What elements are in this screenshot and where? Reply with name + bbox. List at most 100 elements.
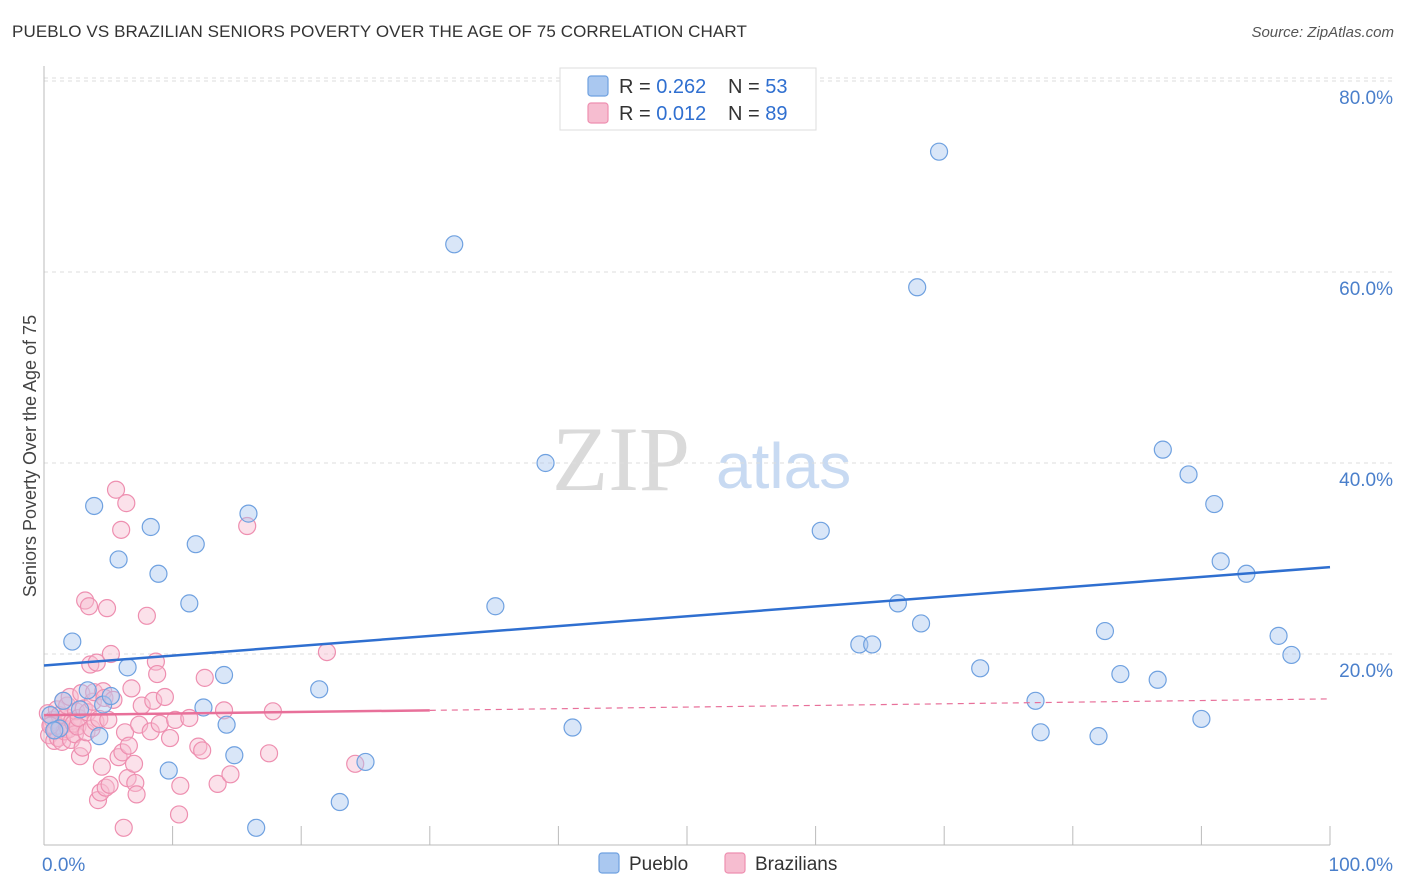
legend-brazilians-r-label: R = bbox=[619, 103, 656, 125]
brazilians-point bbox=[144, 691, 163, 710]
brazilians-point bbox=[137, 606, 156, 625]
brazilians-point bbox=[81, 655, 100, 674]
brazilians-trend-extension bbox=[429, 698, 1331, 711]
brazilians-point bbox=[171, 776, 190, 795]
brazilians-point bbox=[95, 688, 114, 708]
pueblo-point bbox=[1095, 621, 1115, 641]
bottom-legend-brazilians: Brazilians bbox=[755, 854, 837, 875]
bottom-legend-pueblo: Pueblo bbox=[629, 854, 688, 875]
brazilians-point bbox=[130, 715, 149, 734]
brazilians-point bbox=[221, 765, 240, 784]
trend-lines bbox=[43, 565, 1331, 717]
pueblo-point bbox=[247, 818, 266, 837]
svg-text:N = 89: N = 89 bbox=[728, 103, 788, 125]
brazilians-point bbox=[112, 520, 131, 539]
y-tick-label: 60.0% bbox=[1339, 279, 1393, 300]
brazilians-point bbox=[114, 818, 133, 837]
svg-text:R = 0.262: R = 0.262 bbox=[619, 76, 706, 98]
legend-swatch-pueblo bbox=[587, 75, 609, 97]
brazilians-point bbox=[92, 757, 111, 776]
pueblo-point bbox=[971, 659, 990, 678]
brazilians-point bbox=[117, 494, 136, 513]
brazilians-point bbox=[113, 743, 132, 762]
brazilians-points bbox=[38, 480, 365, 837]
brazilians-point bbox=[155, 687, 174, 707]
pueblo-point bbox=[1205, 494, 1224, 514]
pueblo-point bbox=[929, 142, 949, 161]
pueblo-point bbox=[1282, 645, 1301, 665]
pueblo-point bbox=[239, 504, 258, 523]
pueblo-point bbox=[54, 691, 73, 710]
x-tick-label-min: 0.0% bbox=[42, 855, 85, 876]
brazilians-trend-line bbox=[43, 709, 430, 717]
brazilians-point bbox=[79, 597, 99, 616]
brazilians-point bbox=[124, 754, 144, 773]
legend-pueblo-n-value: 53 bbox=[765, 76, 787, 98]
gridlines bbox=[44, 77, 1392, 655]
correlation-legend: R = 0.262 N = 53 R = 0.012 N = 89 bbox=[559, 67, 817, 131]
pueblo-point bbox=[563, 718, 582, 737]
pueblo-point bbox=[850, 635, 869, 654]
y-axis-label: Seniors Poverty Over the Age of 75 bbox=[20, 315, 40, 597]
series-legend: Pueblo Brazilians bbox=[598, 852, 837, 875]
pueblo-point bbox=[180, 594, 199, 613]
brazilians-point bbox=[101, 644, 120, 664]
pueblo-point bbox=[863, 635, 882, 654]
legend-pueblo-r-value: 0.262 bbox=[656, 76, 706, 98]
pueblo-point bbox=[101, 686, 120, 706]
pueblo-point bbox=[90, 727, 109, 746]
pueblo-point bbox=[141, 517, 160, 537]
brazilians-point bbox=[150, 714, 169, 733]
chart-title: PUEBLO VS BRAZILIAN SENIORS POVERTY OVER… bbox=[12, 22, 747, 41]
bottom-legend-swatch-brazilians bbox=[724, 852, 746, 874]
legend-brazilians-n-value: 89 bbox=[765, 103, 787, 125]
brazilians-point bbox=[122, 679, 141, 698]
pueblo-point bbox=[85, 496, 104, 516]
brazilians-point bbox=[160, 728, 180, 748]
pueblo-point bbox=[118, 658, 137, 677]
brazilians-point bbox=[115, 723, 135, 742]
pueblo-point bbox=[1269, 626, 1288, 645]
pueblo-point bbox=[109, 550, 128, 569]
pueblo-point bbox=[194, 698, 213, 717]
brazilians-point bbox=[127, 785, 146, 804]
pueblo-point bbox=[217, 715, 236, 734]
pueblo-point bbox=[1031, 723, 1050, 742]
pueblo-point bbox=[811, 521, 830, 540]
pueblo-point bbox=[63, 632, 82, 651]
pueblo-point bbox=[445, 235, 464, 254]
legend-swatch-brazilians bbox=[587, 102, 609, 124]
brazilians-point bbox=[148, 664, 167, 684]
legend-brazilians-r-value: 0.012 bbox=[656, 103, 706, 125]
bottom-legend-swatch-pueblo bbox=[598, 852, 620, 874]
brazilians-point bbox=[100, 775, 119, 794]
pueblo-point bbox=[536, 453, 555, 473]
pueblo-point bbox=[888, 594, 908, 613]
pueblo-point bbox=[486, 597, 505, 616]
pueblo-point bbox=[330, 792, 349, 812]
source-credit: Source: ZipAtlas.com bbox=[1251, 24, 1394, 41]
brazilians-point bbox=[106, 480, 126, 499]
pueblo-point bbox=[225, 746, 244, 765]
pueblo-point bbox=[1148, 670, 1167, 689]
brazilians-point bbox=[169, 805, 189, 824]
brazilians-point bbox=[317, 642, 337, 662]
brazilians-point bbox=[119, 736, 138, 755]
watermark-zip: ZIP bbox=[552, 408, 690, 510]
pueblo-point bbox=[1179, 465, 1198, 484]
pueblo-points bbox=[41, 142, 1301, 837]
pueblo-point bbox=[159, 761, 178, 780]
brazilians-point bbox=[97, 599, 117, 618]
svg-text:R = 0.012: R = 0.012 bbox=[619, 103, 706, 125]
y-tick-label: 20.0% bbox=[1339, 661, 1393, 682]
pueblo-point bbox=[78, 681, 97, 700]
pueblo-point bbox=[149, 564, 168, 583]
x-tick-labels: 0.0% 100.0% bbox=[42, 855, 1393, 876]
pueblo-point bbox=[45, 721, 64, 740]
brazilians-point bbox=[193, 741, 212, 760]
pueblo-point bbox=[1211, 552, 1230, 571]
watermark-atlas: atlas bbox=[716, 430, 851, 502]
brazilians-point bbox=[195, 668, 214, 687]
legend-pueblo-n-label: N = bbox=[728, 76, 765, 98]
pueblo-point bbox=[908, 278, 927, 297]
